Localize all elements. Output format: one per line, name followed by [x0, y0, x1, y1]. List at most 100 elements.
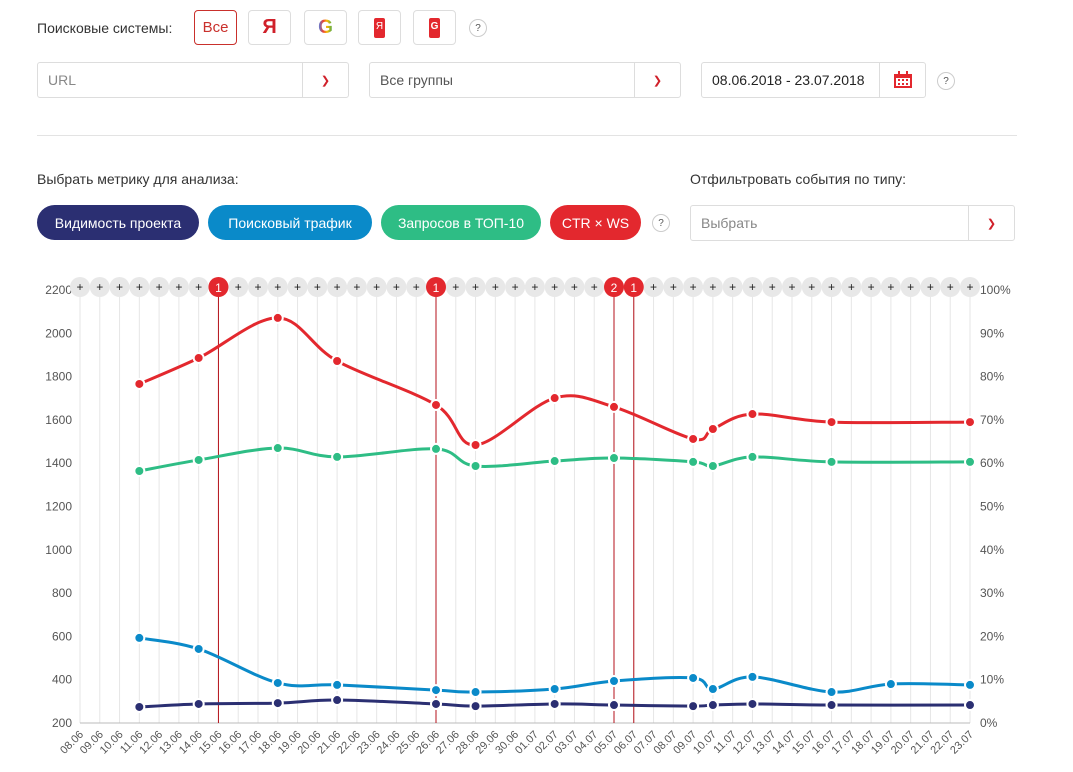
- add-event-icon[interactable]: +: [294, 280, 301, 294]
- data-point: [706, 683, 719, 696]
- add-event-icon[interactable]: +: [531, 280, 538, 294]
- add-event-button: [89, 277, 110, 297]
- add-event-icon[interactable]: +: [551, 280, 558, 294]
- add-event-icon[interactable]: +: [314, 280, 321, 294]
- add-event-button: [920, 277, 941, 297]
- y-left-tick: 1200: [45, 500, 72, 514]
- add-event-button: [880, 277, 901, 297]
- data-point: [469, 460, 482, 473]
- add-event-icon[interactable]: +: [868, 280, 875, 294]
- add-event-icon[interactable]: +: [512, 280, 519, 294]
- events-placeholder: Выбрать: [701, 215, 758, 231]
- calendar-icon[interactable]: [879, 63, 925, 97]
- add-event-button: [505, 277, 526, 297]
- yandex-mobile-icon: Я: [373, 17, 386, 38]
- add-event-button: [683, 277, 704, 297]
- chevron-down-icon[interactable]: ❯: [634, 63, 680, 97]
- data-point: [430, 684, 442, 697]
- add-event-icon[interactable]: +: [650, 280, 657, 294]
- chevron-down-icon[interactable]: ❯: [302, 63, 348, 97]
- add-event-icon[interactable]: +: [887, 280, 894, 294]
- y-right-tick: 50%: [980, 500, 1004, 514]
- add-event-icon[interactable]: +: [353, 280, 360, 294]
- data-point: [271, 697, 284, 710]
- add-event-button: [643, 277, 664, 297]
- add-event-icon[interactable]: +: [907, 280, 914, 294]
- add-event-icon[interactable]: +: [788, 280, 795, 294]
- metric-visibility-button[interactable]: Видимость проекта: [37, 205, 199, 240]
- add-event-icon[interactable]: +: [670, 280, 677, 294]
- add-event-button: [940, 277, 961, 297]
- help-icon[interactable]: ?: [469, 19, 487, 37]
- add-event-icon[interactable]: +: [116, 280, 123, 294]
- data-point: [746, 450, 759, 463]
- chevron-down-icon[interactable]: ❯: [968, 206, 1014, 240]
- add-event-icon[interactable]: +: [808, 280, 815, 294]
- add-event-icon[interactable]: +: [828, 280, 835, 294]
- engine-yandex-button[interactable]: Я: [248, 10, 291, 45]
- event-count: 1: [630, 281, 637, 295]
- add-event-button: [327, 277, 348, 297]
- add-event-button: [544, 277, 565, 297]
- add-event-icon[interactable]: +: [76, 280, 83, 294]
- data-point: [608, 400, 620, 413]
- add-event-icon[interactable]: +: [235, 280, 242, 294]
- y-right-tick: 0%: [980, 716, 998, 730]
- y-right-tick: 90%: [980, 326, 1004, 340]
- y-right-tick: 10%: [980, 673, 1004, 687]
- help-icon[interactable]: ?: [652, 214, 670, 232]
- data-point: [964, 455, 976, 468]
- date-range-picker[interactable]: 08.06.2018 - 23.07.2018: [701, 62, 926, 98]
- metric-traffic-button[interactable]: Поисковый трафик: [208, 205, 372, 240]
- metric-ctr-ws-button[interactable]: CTR × WS: [550, 205, 641, 240]
- add-event-icon[interactable]: +: [195, 280, 202, 294]
- add-event-icon[interactable]: +: [274, 280, 281, 294]
- y-left-tick: 400: [52, 673, 72, 687]
- add-event-icon[interactable]: +: [749, 280, 756, 294]
- add-event-button: [801, 277, 822, 297]
- add-event-button: [346, 277, 367, 297]
- add-event-icon[interactable]: +: [472, 280, 479, 294]
- add-event-icon[interactable]: +: [769, 280, 776, 294]
- add-event-icon[interactable]: +: [156, 280, 163, 294]
- add-event-icon[interactable]: +: [690, 280, 697, 294]
- metric-top10-button[interactable]: Запросов в ТОП-10: [381, 205, 541, 240]
- add-event-icon[interactable]: +: [136, 280, 143, 294]
- event-marker: [208, 277, 229, 297]
- events-type-select[interactable]: Выбрать ❯: [690, 205, 1015, 241]
- x-tick: 10.06: [98, 729, 126, 757]
- google-icon: G: [318, 16, 333, 38]
- add-event-icon[interactable]: +: [591, 280, 598, 294]
- add-event-icon[interactable]: +: [373, 280, 380, 294]
- engine-all-button[interactable]: Все: [194, 10, 237, 45]
- add-event-icon[interactable]: +: [413, 280, 420, 294]
- date-range-value: 08.06.2018 - 23.07.2018: [712, 72, 865, 88]
- add-event-icon[interactable]: +: [848, 280, 855, 294]
- add-event-icon[interactable]: +: [571, 280, 578, 294]
- engine-google-mobile-button[interactable]: G: [413, 10, 456, 45]
- add-event-icon[interactable]: +: [96, 280, 103, 294]
- url-select[interactable]: URL ❯: [37, 62, 349, 98]
- add-event-icon[interactable]: +: [966, 280, 973, 294]
- data-point: [331, 694, 344, 707]
- add-event-icon[interactable]: +: [492, 280, 499, 294]
- add-event-button: [722, 277, 743, 297]
- data-point: [192, 453, 205, 466]
- add-event-icon[interactable]: +: [729, 280, 736, 294]
- add-event-button: [762, 277, 783, 297]
- help-icon[interactable]: ?: [937, 72, 955, 90]
- add-event-icon[interactable]: +: [334, 280, 341, 294]
- engine-google-button[interactable]: G: [304, 10, 347, 45]
- add-event-button: [742, 277, 763, 297]
- add-event-button: [445, 277, 466, 297]
- groups-select[interactable]: Все группы ❯: [369, 62, 681, 98]
- engine-yandex-mobile-button[interactable]: Я: [358, 10, 401, 45]
- add-event-icon[interactable]: +: [175, 280, 182, 294]
- add-event-icon[interactable]: +: [452, 280, 459, 294]
- add-event-icon[interactable]: +: [254, 280, 261, 294]
- add-event-icon[interactable]: +: [709, 280, 716, 294]
- add-event-icon[interactable]: +: [927, 280, 934, 294]
- add-event-icon[interactable]: +: [393, 280, 400, 294]
- add-event-icon[interactable]: +: [947, 280, 954, 294]
- y-left-tick: 1800: [45, 370, 72, 384]
